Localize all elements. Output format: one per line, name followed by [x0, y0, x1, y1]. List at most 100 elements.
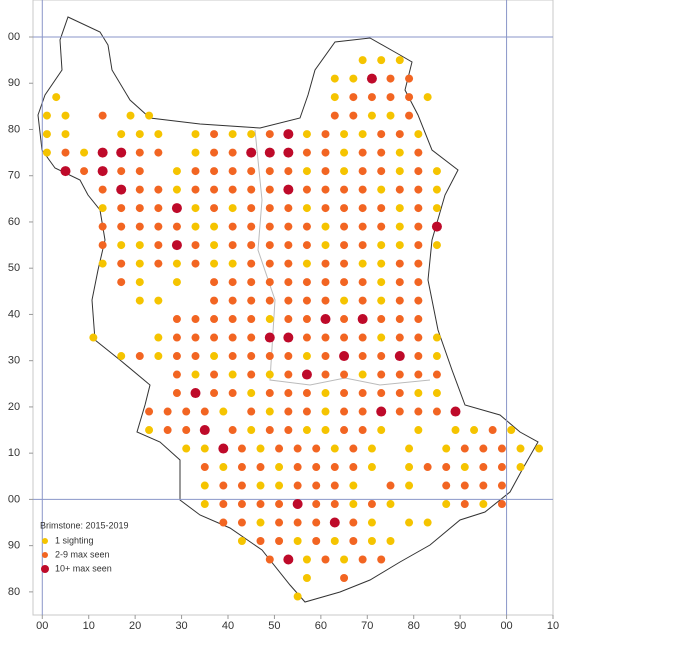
sighting-dot	[200, 481, 209, 490]
sighting-dot	[358, 148, 367, 157]
sighting-dot	[377, 148, 386, 157]
sighting-dot	[191, 352, 200, 361]
sighting-dot	[377, 370, 386, 379]
sighting-dot	[135, 241, 144, 250]
sighting-dot	[432, 241, 441, 250]
sighting-dot	[349, 500, 358, 509]
sighting-dot	[330, 481, 339, 490]
sighting-dot	[377, 315, 386, 324]
sighting-dot	[377, 56, 386, 65]
sighting-dot	[228, 130, 237, 139]
sighting-dot	[191, 204, 200, 213]
sighting-dot	[330, 444, 339, 453]
y-tick-label: 10	[8, 447, 20, 459]
x-tick-label: 20	[129, 620, 141, 632]
sighting-dot	[321, 222, 330, 231]
sighting-dot	[377, 296, 386, 305]
sighting-dot	[210, 278, 219, 287]
sighting-dot	[284, 222, 293, 231]
sighting-dot	[321, 296, 330, 305]
sighting-dot	[265, 130, 274, 139]
sighting-dot	[60, 166, 71, 177]
sighting-dot	[117, 352, 126, 361]
x-tick-label: 50	[268, 620, 280, 632]
sighting-dot	[321, 204, 330, 213]
sighting-dot	[330, 74, 339, 83]
sighting-dot	[395, 333, 404, 342]
sighting-dot	[367, 111, 376, 120]
sighting-dot	[154, 333, 163, 342]
sighting-dot	[97, 147, 108, 158]
sighting-dot	[228, 315, 237, 324]
sighting-dot	[358, 259, 367, 268]
sighting-dot	[479, 463, 488, 472]
sighting-dot	[312, 537, 321, 546]
sighting-dot	[405, 74, 414, 83]
sighting-dot	[414, 426, 423, 435]
sighting-dot	[145, 111, 154, 120]
sighting-dot	[302, 555, 311, 564]
sighting-dot	[135, 259, 144, 268]
sighting-dot	[302, 185, 311, 194]
sighting-dot	[405, 444, 414, 453]
sighting-dot	[61, 111, 70, 120]
sighting-dot	[432, 185, 441, 194]
sighting-dot	[321, 241, 330, 250]
sighting-dot	[395, 389, 404, 398]
sighting-dot	[340, 315, 349, 324]
sighting-dot	[358, 370, 367, 379]
sighting-dot	[237, 518, 246, 527]
sighting-dot	[535, 444, 544, 453]
sighting-dot	[488, 426, 497, 435]
sighting-dot	[302, 333, 311, 342]
sighting-dot	[442, 444, 451, 453]
sighting-dot	[321, 333, 330, 342]
sighting-dot	[265, 407, 274, 416]
sighting-dot	[265, 389, 274, 398]
sighting-dot	[154, 185, 163, 194]
sighting-dot	[265, 204, 274, 213]
sighting-dot	[450, 406, 461, 417]
sighting-dot	[275, 500, 284, 509]
sighting-dot	[247, 185, 256, 194]
sighting-dot	[414, 407, 423, 416]
sighting-dot	[395, 222, 404, 231]
sighting-dot	[497, 444, 506, 453]
sighting-dot	[191, 130, 200, 139]
sighting-dot	[330, 500, 339, 509]
legend-swatch	[42, 538, 48, 544]
sighting-dot	[442, 500, 451, 509]
sighting-dot	[247, 241, 256, 250]
sighting-dot	[154, 241, 163, 250]
sighting-dot	[237, 500, 246, 509]
sighting-dot	[414, 222, 423, 231]
sighting-dot	[228, 167, 237, 176]
x-tick-label: 90	[454, 620, 466, 632]
sighting-dot	[395, 56, 404, 65]
sighting-dot	[219, 407, 228, 416]
y-tick-label: 90	[8, 540, 20, 552]
sighting-dot	[358, 222, 367, 231]
sighting-dot	[349, 111, 358, 120]
sighting-dot	[117, 167, 126, 176]
sighting-dot	[302, 167, 311, 176]
sighting-dot	[340, 555, 349, 564]
sighting-dot	[42, 148, 51, 157]
sighting-dot	[200, 444, 209, 453]
sighting-dot	[265, 222, 274, 231]
sighting-dot	[191, 370, 200, 379]
sighting-dot	[163, 407, 172, 416]
sighting-dot	[395, 241, 404, 250]
sighting-dot	[154, 204, 163, 213]
sighting-dot	[117, 241, 126, 250]
sighting-dot	[302, 278, 311, 287]
sighting-dot	[340, 407, 349, 416]
sighting-dot	[349, 74, 358, 83]
x-tick-label: 80	[408, 620, 420, 632]
sighting-dot	[395, 185, 404, 194]
sighting-dot	[284, 315, 293, 324]
y-tick-label: 30	[8, 355, 20, 367]
sighting-dot	[340, 130, 349, 139]
sighting-dot	[340, 148, 349, 157]
sighting-dot	[414, 241, 423, 250]
